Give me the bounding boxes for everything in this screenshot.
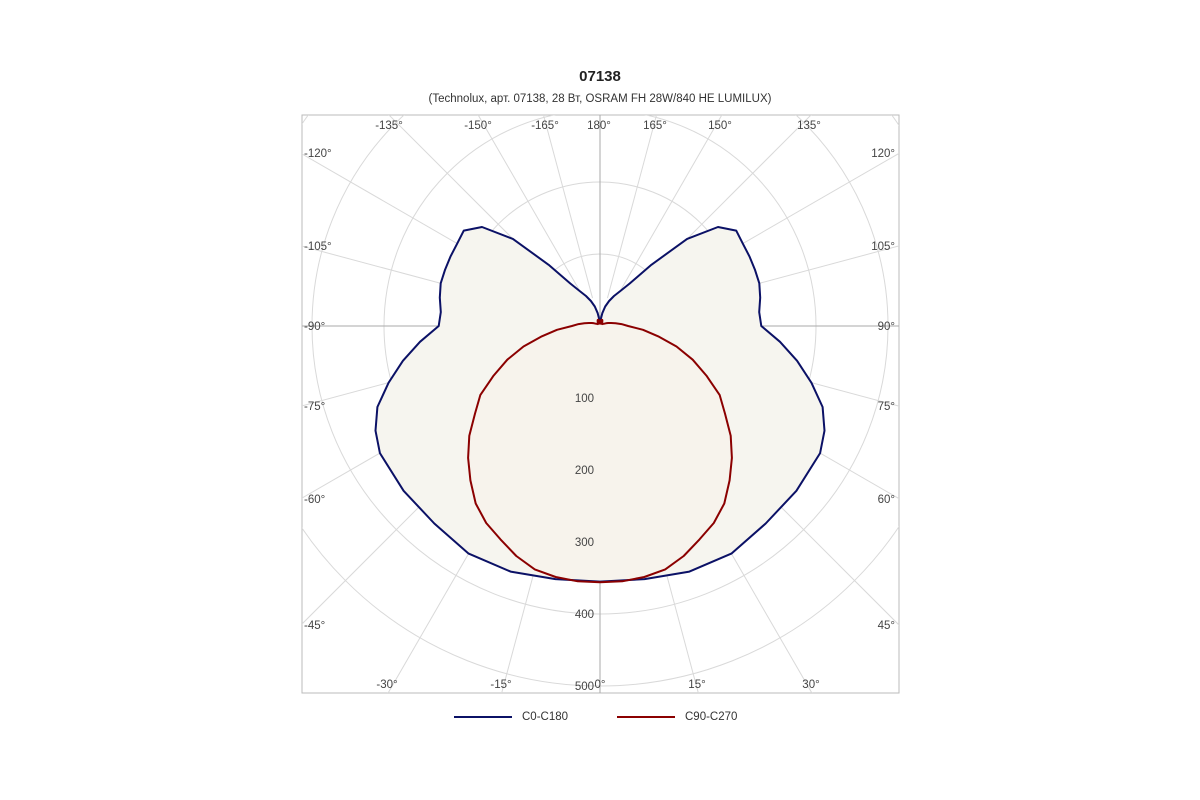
angle-label-top: 180° [587,120,611,132]
radial-tick-label: 300 [575,537,594,549]
angle-label-top: -135° [375,120,403,132]
angle-label-left: -60° [304,494,325,506]
angle-label-left: -75° [304,401,325,413]
series-fill-c90-c270 [468,319,732,583]
angle-label-right: 45° [878,620,895,632]
angle-label-bottom: -30° [376,679,397,691]
angle-label-right: 105° [871,241,895,253]
angle-label-bottom: 15° [688,679,705,691]
angle-label-bottom: -15° [490,679,511,691]
grid-spoke-150 [613,115,723,302]
angle-label-right: 90° [878,321,895,333]
legend-item-c90-c270: C90-C270 [617,711,737,723]
angle-label-top: 135° [797,120,821,132]
angle-label-left: -45° [304,620,325,632]
series-line-c90-c270 [467,318,733,584]
grid-spoke-195 [542,115,594,299]
legend-label-c0-c180: C0-C180 [522,711,569,723]
angle-label-top: 150° [708,120,732,132]
legend-item-c0-c180: C0-C180 [454,711,568,723]
legend: C0-C180 C90-C270 [0,711,1200,727]
angle-label-top: 165° [643,120,667,132]
angle-label-bottom: 0° [595,679,606,691]
radial-tick-label: 400 [575,609,594,621]
angle-label-right: 60° [878,494,895,506]
radial-tick-label: 100 [575,393,594,405]
chart-title: 07138 [579,68,621,85]
chart-subtitle: (Technolux, арт. 07138, 28 Вт, OSRAM FH … [428,93,772,105]
angle-label-right: 120° [871,148,895,160]
legend-swatch-c0-c180 [454,716,512,718]
angle-label-top: -165° [531,120,559,132]
radial-tick-label: 500 [575,681,594,693]
angle-label-left: -120° [304,148,332,160]
angle-label-left: -105° [304,241,332,253]
angle-label-right: 75° [878,401,895,413]
radial-tick-label: 200 [575,465,594,477]
angle-label-bottom: 30° [802,679,819,691]
grid-spoke-165 [606,115,658,299]
legend-swatch-c90-c270 [617,716,675,718]
grid-spoke-210 [477,115,587,302]
legend-label-c90-c270: C90-C270 [685,711,738,723]
angle-label-left: -90° [304,321,325,333]
angle-label-top: -150° [464,120,492,132]
